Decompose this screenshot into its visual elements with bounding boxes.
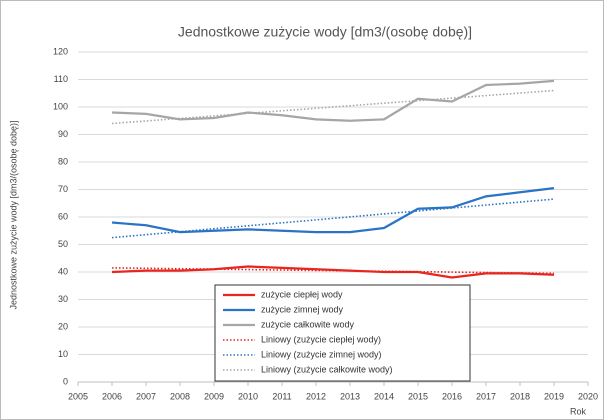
y-tick-label: 120 xyxy=(53,46,68,56)
x-tick-label: 2017 xyxy=(476,391,496,401)
y-tick-label: 70 xyxy=(58,184,68,194)
legend-text: Liniowy (zużycie ciepłej wody) xyxy=(261,334,381,344)
x-tick-label: 2016 xyxy=(442,391,462,401)
series-line xyxy=(111,89,555,125)
series-line xyxy=(111,198,555,239)
legend-text: zużycie całkowite wody xyxy=(261,319,355,329)
y-axis-label: Jednostkowe zużycie wody [dm3/(osobę dob… xyxy=(8,120,18,309)
legend-box xyxy=(214,284,471,382)
x-tick-label: 2020 xyxy=(578,391,598,401)
y-tick-label: 40 xyxy=(58,266,68,276)
x-tick-label: 2015 xyxy=(408,391,428,401)
y-tick-label: 90 xyxy=(58,129,68,139)
x-tick-label: 2010 xyxy=(238,391,258,401)
chart-title: Jednostkowe zużycie wody [dm3/(osobę dob… xyxy=(178,24,472,40)
y-tick-label: 20 xyxy=(58,321,68,331)
y-tick-label: 110 xyxy=(54,74,68,84)
x-tick-label: 2013 xyxy=(340,391,360,401)
legend-text: Liniowy (zużycie zimnej wody) xyxy=(261,349,382,359)
legend-text: zużycie ciepłej wody xyxy=(261,289,343,299)
legend-text: Liniowy (zużycie całkowite wody) xyxy=(261,364,393,374)
x-tick-label: 2009 xyxy=(204,391,224,401)
x-tick-label: 2007 xyxy=(136,391,156,401)
y-tick-label: 50 xyxy=(58,239,68,249)
y-tick-label: 80 xyxy=(58,156,68,166)
y-tick-label: 0 xyxy=(63,376,68,386)
y-tick-label: 60 xyxy=(58,211,68,221)
x-tick-label: 2018 xyxy=(510,391,530,401)
x-tick-label: 2008 xyxy=(170,391,190,401)
x-tick-label: 2005 xyxy=(68,391,88,401)
y-tick-label: 10 xyxy=(58,349,68,359)
series-line xyxy=(111,79,555,122)
series-line xyxy=(111,267,555,275)
x-axis-label: Rok xyxy=(570,406,587,416)
x-tick-label: 2014 xyxy=(374,391,394,401)
y-tick-label: 100 xyxy=(53,101,68,111)
legend-text: zużycie zimnej wody xyxy=(261,304,344,314)
y-tick-label: 30 xyxy=(58,294,68,304)
x-tick-label: 2012 xyxy=(306,391,326,401)
x-tick-label: 2011 xyxy=(272,391,291,401)
x-tick-label: 2006 xyxy=(102,391,122,401)
x-tick-label: 2019 xyxy=(544,391,564,401)
